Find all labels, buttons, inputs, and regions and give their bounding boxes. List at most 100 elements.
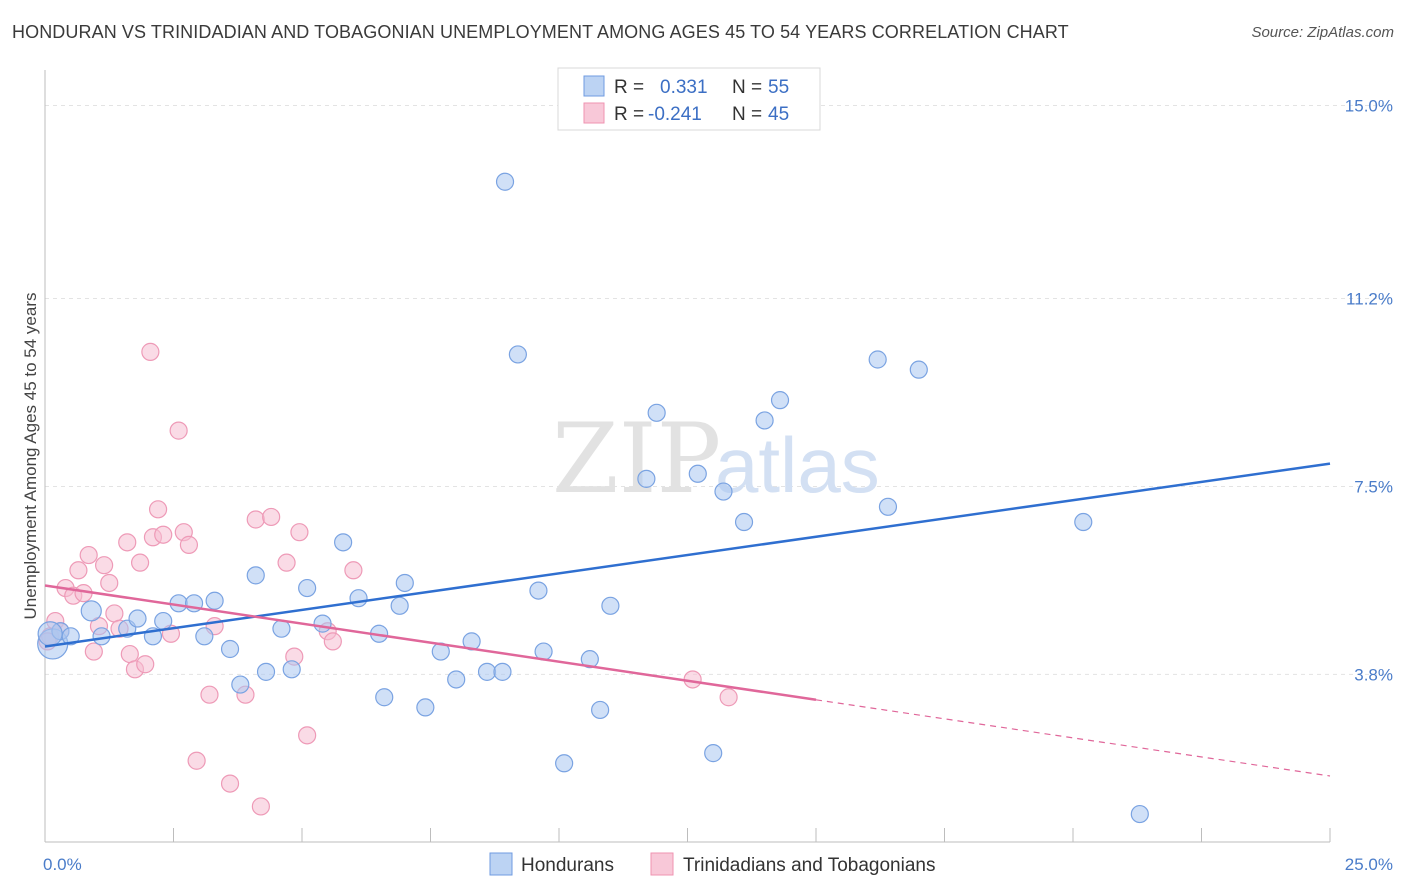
legend-n-label-2: N = [732,104,762,125]
honduran-point-39 [601,596,620,615]
trinidadian-point-8 [84,642,103,661]
honduran-point-24 [390,596,409,615]
honduran-point-37 [580,650,599,669]
top-legend: R = 0.331 N = 55 R = -0.241 N = 45 [557,67,821,131]
legend-n-value-2: 45 [768,104,789,125]
trinidadian-point-30 [220,774,240,793]
legend-r-label-1: R = [614,77,644,98]
honduran-point-15 [256,662,276,681]
bottom-legend: Hondurans Trinidadians and Tobagonians [489,852,935,876]
trinidadian-point-17 [130,553,150,572]
trinidadian-point-35 [277,553,296,572]
trend-lines [44,462,1331,777]
trinidadian-point-24 [169,421,188,440]
trinidadian-point-28 [200,685,219,704]
trinidadian-point-14 [118,533,137,552]
honduran-point-17 [282,660,301,679]
trinidadian-point-11 [100,573,119,593]
honduran-point-30 [477,662,497,681]
trinidadian-point-33 [251,797,270,816]
trinidadian-point-15 [120,644,139,664]
honduran-point-50 [909,360,928,379]
honduran-point-2 [80,600,102,622]
trinidadian-point-41 [344,561,363,580]
trinidadian-trend-extension [815,699,1331,777]
honduran-point-33 [508,345,527,364]
trinidadian-point-34 [262,507,281,527]
legend-n-value-1: 55 [768,77,789,98]
honduran-point-26 [416,698,435,717]
y-tick-label-0: 3.8% [1354,665,1393,684]
honduran-point-7 [154,611,173,631]
honduran-point-11 [205,591,224,610]
honduran-point-5 [128,609,147,628]
honduran-point-21 [349,589,368,608]
y-tick-label-2: 11.2% [1346,290,1393,309]
legend-n-label-1: N = [732,77,762,98]
y-axis-title: Unemployment Among Ages 45 to 54 years [21,293,40,620]
honduran-point-23 [375,688,394,707]
honduran-point-28 [447,670,466,689]
honduran-point-14 [246,566,265,585]
trinidadian-point-12 [105,604,124,623]
tick-labels: 3.8% 7.5% 11.2% 15.0% 0.0% 25.0% [43,97,1393,874]
honduran-point-25 [395,573,414,593]
honduran-point-19 [313,614,332,633]
honduran-point-12 [220,639,240,659]
x-tick-label-0: 0.0% [43,855,82,874]
watermark-zip: ZIP [552,403,721,515]
bottom-legend-trinidadians: Trinidadians and Tobagonians [683,855,935,876]
honduran-point-38 [591,700,610,720]
x-tick-label-1: 25.0% [1345,855,1393,874]
trinidadian-point-7 [79,545,98,565]
trinidadian-point-18 [136,655,155,674]
honduran-point-20 [334,533,353,552]
trinidadian-point-40 [323,632,342,651]
honduran-point-42 [688,464,707,483]
trinidadian-trend-line [44,584,817,702]
source-label: Source: ZipAtlas.com [1251,24,1394,41]
legend-swatch-trinidadians [583,102,605,124]
honduran-point-41 [637,469,656,488]
bottom-legend-swatch-hondurans [489,852,513,876]
honduran-point-34 [529,581,548,600]
honduran-point-32 [495,172,515,191]
grid-lines [45,105,1390,675]
honduran-point-52 [1130,804,1149,824]
trinidadian-point-37 [290,523,309,542]
honduran-point-31 [493,662,512,681]
legend-r-value-1: 0.331 [660,77,708,98]
axes [44,70,1331,843]
legend-r-value-2: -0.241 [648,104,702,125]
honduran-point-54 [37,621,63,647]
honduran-point-51 [1074,512,1093,532]
trinidadian-point-43 [719,688,738,707]
y-tick-label-1: 7.5% [1354,477,1393,496]
honduran-point-43 [704,744,723,763]
bottom-legend-hondurans: Hondurans [521,855,614,876]
trinidadian-point-27 [187,751,206,770]
bottom-legend-swatch-trinidadians [650,852,674,876]
honduran-point-10 [195,627,214,646]
honduran-point-40 [647,403,666,422]
honduran-point-16 [272,619,291,638]
chart-title: HONDURAN VS TRINIDADIAN AND TOBAGONIAN U… [12,22,1069,42]
honduran-point-36 [555,754,574,773]
honduran-point-13 [231,675,250,694]
honduran-point-18 [298,578,317,598]
trinidadian-point-26 [179,535,199,554]
honduran-point-3 [92,627,111,646]
legend-swatch-hondurans [583,75,605,97]
honduran-point-47 [770,391,790,410]
y-tick-label-3: 15.0% [1345,97,1393,116]
trinidadian-point-19 [141,342,160,361]
honduran-point-46 [755,411,774,430]
trinidadian-point-38 [298,726,317,745]
trinidadian-point-22 [154,525,173,544]
honduran-trend-line [44,462,1331,648]
legend-r-label-2: R = [614,104,644,125]
honduran-point-49 [878,497,898,516]
honduran-points [37,172,1149,824]
honduran-point-44 [714,482,733,501]
